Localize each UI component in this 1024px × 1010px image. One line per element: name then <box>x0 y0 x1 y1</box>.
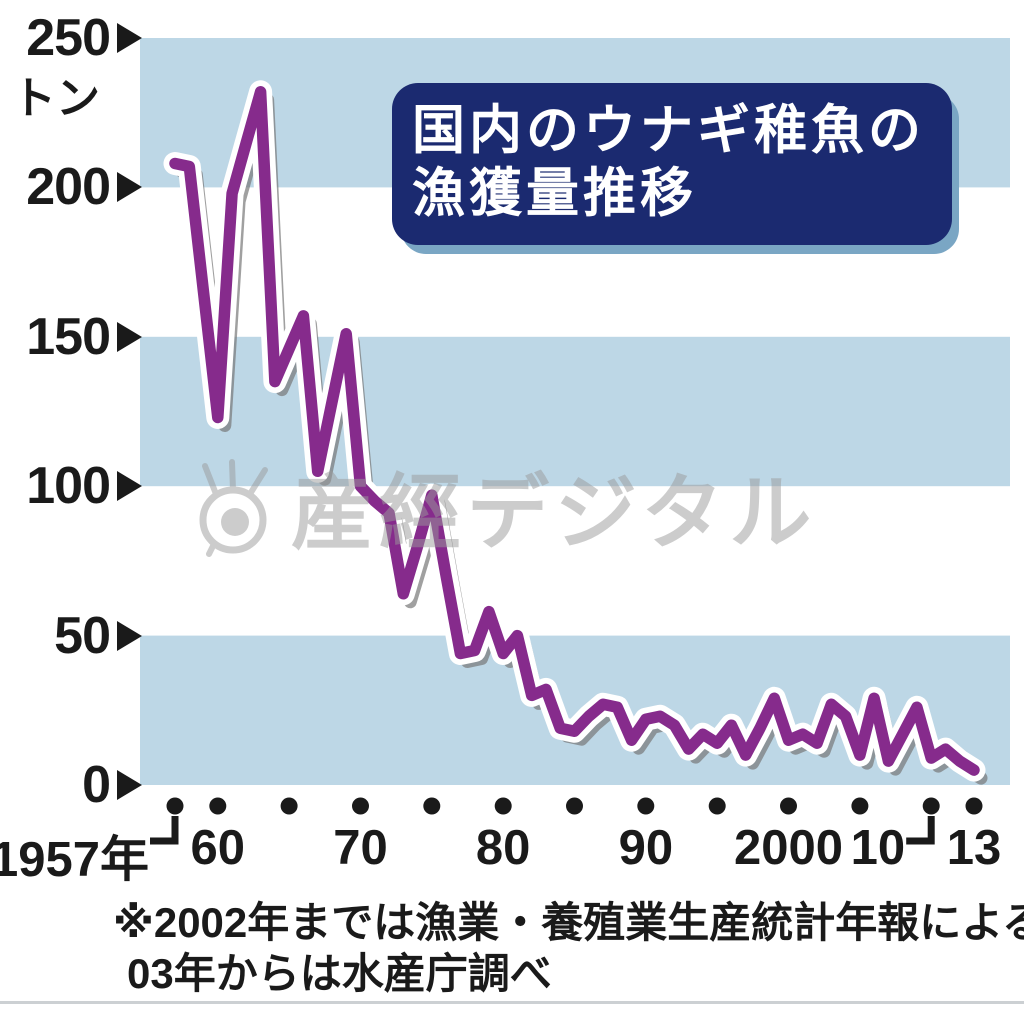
chart-title-line2: 漁獲量推移 <box>412 164 697 223</box>
axis-dot <box>637 797 655 815</box>
axis-dot <box>922 797 940 815</box>
x-axis-label: 70 <box>333 821 388 875</box>
y-axis-tick: 50 <box>0 606 142 666</box>
axis-dot <box>280 797 298 815</box>
x-axis-label: 80 <box>475 821 531 875</box>
y-tick-label: 50 <box>54 606 111 665</box>
x-axis-label: 1957年 <box>0 833 149 887</box>
y-axis-tick: 150 <box>0 307 142 367</box>
y-tick-arrow-icon <box>117 23 142 53</box>
y-axis-tick: 200 <box>0 157 142 217</box>
y-tick-arrow-icon <box>117 471 142 502</box>
axis-dot <box>423 797 441 815</box>
y-axis-unit: トン <box>12 74 100 123</box>
axis-dot <box>166 797 184 815</box>
data-line <box>169 86 980 776</box>
y-axis-tick: 0 <box>0 755 142 815</box>
y-axis-tick: 250 <box>0 8 142 68</box>
chart-title-line1: 国内のウナギ稚魚の <box>412 101 925 160</box>
axis-dot <box>708 797 726 815</box>
x-axis-label: 2000 <box>734 821 844 875</box>
axis-dot <box>965 797 983 815</box>
axis-dot <box>851 797 869 815</box>
footnote: ※2002年までは漁業・養殖業生産統計年報による。 03年からは水産庁調べ <box>113 897 1024 999</box>
y-axis-tick: 100 <box>0 456 142 516</box>
x-axis-label: 13 <box>946 821 1002 875</box>
x-axis-label: 10 <box>850 821 906 875</box>
axis-dot <box>780 797 797 815</box>
y-tick-arrow-icon <box>117 620 142 651</box>
y-tick-label: 200 <box>26 158 111 217</box>
axis-dot <box>494 797 512 815</box>
axis-dot <box>352 797 369 815</box>
tick-hook <box>906 816 935 845</box>
y-tick-arrow-icon <box>117 770 142 800</box>
y-tick-label: 250 <box>26 9 111 67</box>
chart-title-box: 国内のウナギ稚魚の 漁獲量推移 <box>392 83 952 245</box>
footnote-line2: 03年からは水産庁調べ <box>127 950 552 997</box>
y-tick-arrow-icon <box>117 321 142 352</box>
y-tick-label: 0 <box>82 756 111 814</box>
footnote-line1: ※2002年までは漁業・養殖業生産統計年報による。 <box>113 899 1024 946</box>
y-tick-arrow-icon <box>117 172 142 203</box>
y-tick-label: 150 <box>26 307 111 366</box>
axis-dot <box>209 797 227 815</box>
axis-dot <box>566 797 583 815</box>
tick-hook <box>150 816 179 845</box>
bottom-divider <box>0 1001 1024 1004</box>
x-axis-label: 90 <box>618 821 674 875</box>
x-axis-label: 60 <box>190 821 246 875</box>
y-tick-label: 100 <box>26 457 111 516</box>
